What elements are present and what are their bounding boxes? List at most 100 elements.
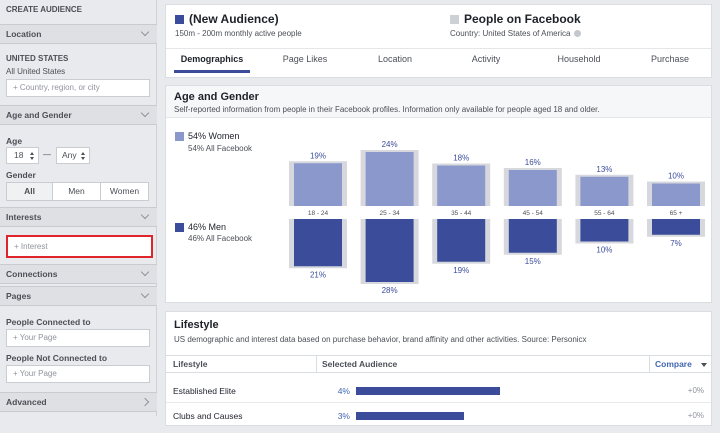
chevron (140, 289, 150, 299)
lifestyle-rows: Established Elite 4% +0% Clubs and Causes 3%… (166, 373, 711, 433)
interests-header[interactable]: Interests (0, 207, 157, 227)
men-value-label: 7% (670, 239, 682, 248)
women-value-label: 10% (668, 172, 684, 181)
label: Age and Gender (6, 110, 72, 120)
location-header[interactable]: Location (0, 24, 157, 44)
women-value-label: 19% (310, 151, 326, 160)
page: CREATE AUDIENCE Location UNITED STATES A… (0, 0, 712, 426)
advanced-header[interactable]: Advanced (0, 392, 157, 412)
scope: Country: United States of America (450, 29, 571, 38)
men-value-label: 21% (310, 270, 326, 279)
country-input[interactable]: + Country, region, or city (6, 79, 150, 97)
age-group-label: 65 + (670, 210, 683, 217)
age-max-select[interactable]: Any (56, 147, 90, 164)
label: Connections (6, 269, 58, 279)
compare-name: People on Facebook (464, 12, 581, 26)
men-bar (294, 219, 342, 267)
women-bar (652, 183, 700, 206)
label: Pages (6, 291, 32, 301)
age-min-select[interactable]: 18 (6, 147, 39, 164)
chevron (140, 397, 150, 407)
row-compare: +0% (687, 386, 704, 395)
men-swatch (175, 223, 184, 232)
card-title: Lifestyle (174, 319, 219, 331)
tab[interactable]: Page Likes (282, 54, 328, 64)
women-value-label: 24% (382, 140, 398, 149)
arrow (30, 152, 34, 155)
age-group-label: 45 - 54 (523, 210, 544, 217)
tab[interactable]: Location (377, 54, 413, 64)
tab[interactable]: Activity (471, 54, 501, 64)
interest-input[interactable]: + Interest (6, 235, 153, 258)
tab[interactable]: Demographics (180, 54, 244, 64)
tab[interactable]: Household (557, 54, 601, 64)
arrow (81, 152, 85, 155)
audience-header: (New Audience) 150m - 200m monthly activ… (165, 4, 712, 78)
row-value-label: 3% (337, 411, 350, 421)
men-bar (365, 219, 414, 282)
card-title: Age and Gender (174, 91, 259, 103)
men-bar (508, 219, 557, 253)
tab-underline (174, 70, 250, 73)
women-bar (365, 152, 414, 206)
gender-label: Gender (6, 170, 36, 180)
women-legend: 54% Women (188, 131, 240, 141)
men-value-label: 19% (453, 266, 469, 275)
compare-swatch (450, 15, 459, 24)
label: Advanced (6, 397, 47, 407)
arrow (30, 157, 34, 160)
column-header: Selected Audience (322, 359, 398, 369)
men-value-label: 28% (382, 286, 398, 295)
compare-scope: Country: United States of America (450, 29, 581, 38)
label: Interests (6, 212, 42, 222)
label: Location (6, 29, 42, 39)
gender-button[interactable]: All (6, 182, 53, 201)
age-gender-chart: 19% 18 - 24 21% 24% 25 - 34 28% 18% 35 - 44 19% 1… (289, 140, 705, 295)
women-value-label: 16% (525, 158, 541, 167)
connected-input[interactable]: + Your Page (6, 329, 150, 347)
not-connected-input[interactable]: + Your Page (6, 365, 150, 383)
audience-name: (New Audience) (189, 12, 279, 26)
men-bar (652, 219, 700, 235)
table-header (166, 355, 711, 373)
sidebar: CREATE AUDIENCE Location UNITED STATES A… (0, 0, 157, 416)
men-value-label: 15% (525, 257, 541, 266)
row-bar (356, 387, 500, 395)
women-bar (508, 170, 557, 206)
chevron (140, 27, 150, 37)
gender-button[interactable]: Men (52, 182, 101, 201)
not-connected-label: People Not Connected to (6, 353, 108, 363)
card-subtitle: US demographic and interest data based o… (174, 335, 587, 344)
audience-size: 150m - 200m monthly active people (175, 29, 302, 38)
connections-header[interactable]: Connections (0, 264, 157, 284)
row-name: Clubs and Causes (173, 411, 243, 421)
men-bar (437, 219, 486, 262)
divider (166, 48, 711, 49)
sidebar-title: CREATE AUDIENCE (6, 5, 83, 14)
women-bar (294, 163, 342, 206)
chevron (140, 267, 150, 277)
row-divider (166, 427, 711, 428)
women-value-label: 13% (596, 165, 612, 174)
lifestyle-card: Lifestyle US demographic and interest da… (165, 311, 712, 428)
column-divider (649, 355, 650, 373)
gender-button[interactable]: Women (100, 182, 149, 201)
info-icon[interactable] (573, 30, 581, 37)
chevron (140, 108, 150, 118)
row-value-label: 4% (337, 386, 350, 396)
age-group-label: 18 - 24 (308, 210, 329, 217)
audience-swatch (175, 15, 184, 24)
age-group-label: 25 - 34 (379, 210, 400, 217)
country: UNITED STATES (6, 54, 69, 63)
age-gender-header[interactable]: Age and Gender (0, 105, 157, 125)
dropdown-arrow (701, 363, 707, 367)
column-divider (316, 355, 317, 373)
pages-header[interactable]: Pages (0, 286, 157, 306)
men-all: 46% All Facebook (188, 234, 253, 243)
women-value-label: 18% (453, 154, 469, 163)
column-header: Lifestyle (173, 359, 208, 369)
compare-dropdown[interactable]: Compare (655, 359, 692, 369)
age-group-label: 55 - 64 (594, 210, 615, 217)
tab[interactable]: Purchase (650, 54, 690, 64)
chevron (140, 210, 150, 220)
